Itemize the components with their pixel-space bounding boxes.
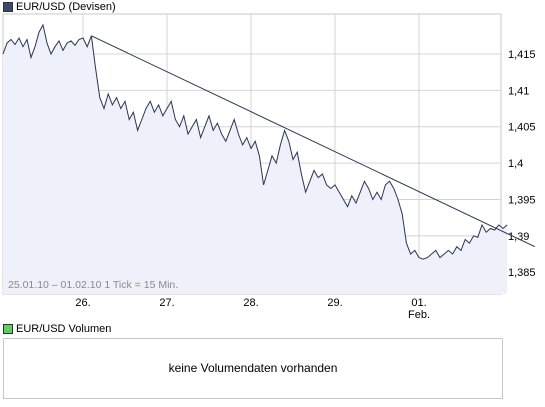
y-tick-label: 1,41: [508, 85, 529, 97]
volume-legend: EUR/USD Volumen: [3, 323, 111, 335]
price-legend-swatch: [3, 2, 13, 12]
trendline: [91, 35, 536, 248]
x-tick-label: 26.: [75, 297, 90, 309]
price-area: [3, 24, 508, 295]
y-tick-label: 1,405: [508, 122, 536, 134]
price-legend-label: EUR/USD (Devisen): [16, 1, 116, 13]
y-tick-label: 1,4: [508, 158, 523, 170]
x-tick-label: 29.: [327, 297, 342, 309]
price-chart: 1,385 1,39 1,395 1,4 1,405 1,41 1,415 26. 27. 28.…: [2, 13, 536, 320]
x-tick-label: 28.: [243, 297, 258, 309]
y-tick-label: 1,415: [508, 49, 536, 61]
y-tick-label: 1,39: [508, 231, 529, 243]
price-line: [2, 23, 508, 260]
price-legend: EUR/USD (Devisen): [3, 1, 116, 13]
y-tick-label: 1,395: [508, 194, 536, 206]
chart-caption: 25.01.10 – 01.02.10 1 Tick = 15 Min.: [8, 279, 178, 291]
y-tick-label: 1,385: [508, 267, 536, 279]
volume-panel: keine Volumendaten vorhanden: [3, 338, 503, 399]
volume-empty-message: keine Volumendaten vorhanden: [168, 361, 338, 375]
volume-legend-label: EUR/USD Volumen: [16, 323, 112, 335]
x-tick-label: 01.: [411, 297, 426, 309]
x-tick-label: 27.: [159, 297, 174, 309]
volume-legend-swatch: [3, 324, 13, 334]
x-tick-sublabel: Feb.: [408, 309, 430, 320]
